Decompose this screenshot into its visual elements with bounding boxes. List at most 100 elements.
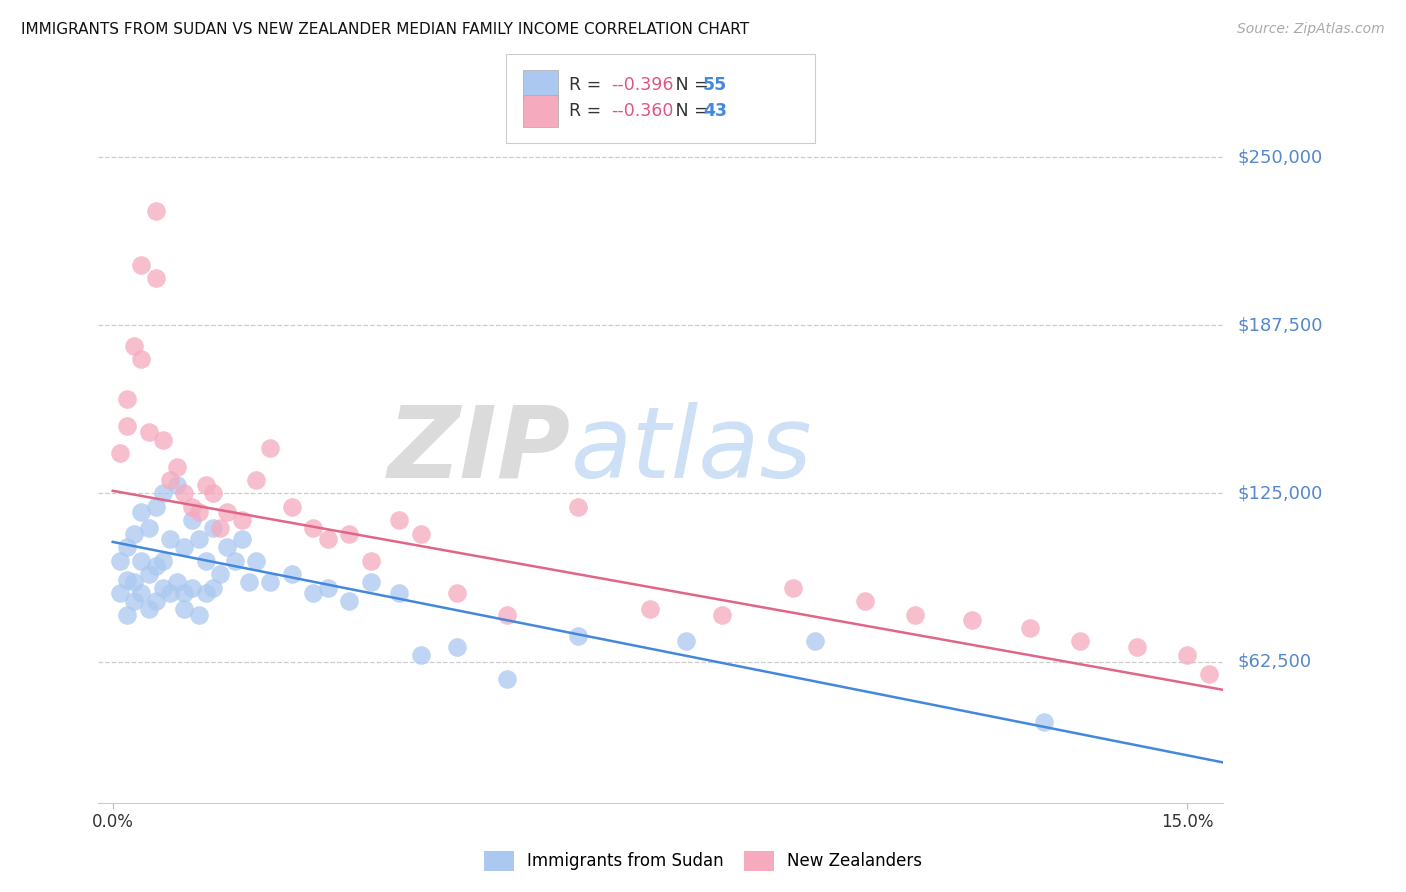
Point: [145, 271, 167, 285]
Text: N =: N =: [659, 76, 714, 95]
Point: [337, 594, 360, 608]
Point: [1018, 621, 1040, 635]
Point: [115, 607, 138, 622]
Point: [710, 607, 733, 622]
Point: [1069, 634, 1091, 648]
Point: [245, 473, 267, 487]
Text: atlas: atlas: [571, 402, 813, 499]
Point: [409, 648, 432, 662]
Point: [152, 581, 174, 595]
Point: [209, 521, 232, 535]
Point: [495, 607, 517, 622]
Point: [159, 586, 181, 600]
Point: [152, 433, 174, 447]
Point: [180, 513, 202, 527]
Point: [131, 351, 153, 366]
Point: [194, 478, 217, 492]
Text: $62,500: $62,500: [1237, 653, 1312, 671]
Text: R =: R =: [569, 76, 607, 95]
Text: 43: 43: [703, 102, 727, 120]
Point: [145, 594, 167, 608]
Text: $187,500: $187,500: [1237, 317, 1323, 334]
Point: [224, 554, 246, 568]
Point: [194, 586, 217, 600]
Point: [904, 607, 927, 622]
Point: [231, 533, 253, 547]
Point: [1198, 666, 1220, 681]
Point: [638, 602, 661, 616]
Point: [202, 581, 225, 595]
Point: [115, 392, 138, 407]
Point: [316, 533, 339, 547]
Text: IMMIGRANTS FROM SUDAN VS NEW ZEALANDER MEDIAN FAMILY INCOME CORRELATION CHART: IMMIGRANTS FROM SUDAN VS NEW ZEALANDER M…: [21, 22, 749, 37]
Point: [1126, 640, 1149, 654]
Point: [446, 640, 468, 654]
Point: [337, 526, 360, 541]
Text: $125,000: $125,000: [1237, 484, 1323, 502]
Point: [187, 533, 209, 547]
Point: [409, 526, 432, 541]
Point: [173, 602, 195, 616]
Point: [122, 575, 145, 590]
Point: [202, 486, 225, 500]
Point: [166, 575, 188, 590]
Point: [194, 554, 217, 568]
Point: [122, 338, 145, 352]
Point: [360, 575, 382, 590]
Text: --0.360: --0.360: [612, 102, 673, 120]
Point: [804, 634, 827, 648]
Point: [302, 586, 325, 600]
Point: [180, 581, 202, 595]
Point: [567, 500, 589, 514]
Point: [316, 581, 339, 595]
Point: [209, 567, 232, 582]
Text: ZIP: ZIP: [388, 402, 571, 499]
Point: [238, 575, 260, 590]
Point: [782, 581, 804, 595]
Point: [495, 672, 517, 686]
Point: [187, 505, 209, 519]
Text: 55: 55: [703, 76, 727, 95]
Point: [131, 505, 153, 519]
Point: [962, 613, 984, 627]
Point: [202, 521, 225, 535]
Point: [360, 554, 382, 568]
Point: [115, 419, 138, 434]
Point: [675, 634, 697, 648]
Point: [388, 586, 411, 600]
Point: [217, 505, 239, 519]
Point: [115, 573, 138, 587]
Point: [122, 594, 145, 608]
Point: [281, 500, 304, 514]
Point: [138, 521, 160, 535]
Point: [131, 586, 153, 600]
Point: [166, 478, 188, 492]
Point: [1177, 648, 1199, 662]
Point: [853, 594, 876, 608]
Point: [131, 554, 153, 568]
Point: [302, 521, 325, 535]
Point: [122, 526, 145, 541]
Point: [259, 441, 281, 455]
Point: [152, 486, 174, 500]
Point: [281, 567, 304, 582]
Point: [180, 500, 202, 514]
Point: [138, 425, 160, 439]
Point: [138, 602, 160, 616]
Point: [217, 541, 239, 555]
Point: [145, 204, 167, 219]
Point: [131, 258, 153, 272]
Text: --0.396: --0.396: [612, 76, 673, 95]
Point: [446, 586, 468, 600]
Point: [145, 500, 167, 514]
Legend: Immigrants from Sudan, New Zealanders: Immigrants from Sudan, New Zealanders: [475, 842, 931, 880]
Point: [166, 459, 188, 474]
Point: [159, 473, 181, 487]
Point: [231, 513, 253, 527]
Point: [173, 486, 195, 500]
Point: [173, 541, 195, 555]
Point: [145, 559, 167, 574]
Point: [108, 554, 131, 568]
Text: $250,000: $250,000: [1237, 148, 1323, 166]
Point: [115, 541, 138, 555]
